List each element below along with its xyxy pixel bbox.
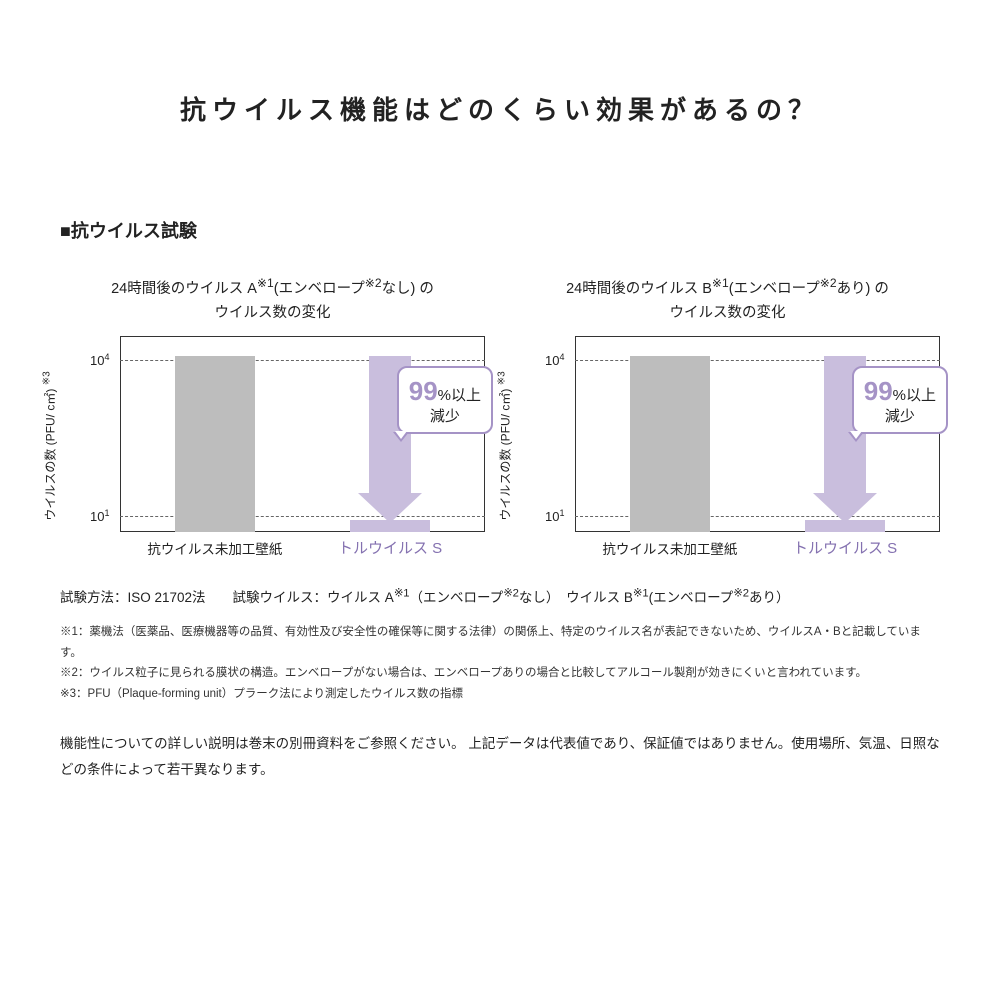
x-axis-label: トルウイルス S — [338, 537, 442, 558]
chart-frame: ウイルスの数 (PFU/ c㎡) ※3104101抗ウイルス未加工壁紙トルウイル… — [60, 336, 485, 556]
callout-value: 99 — [864, 376, 893, 406]
fine-print: ※1：薬機法（医薬品、医療機器等の品質、有効性及び安全性の確保等に関する法律）の… — [60, 622, 940, 705]
chart-bar — [175, 356, 255, 532]
down-arrow-head-icon — [813, 493, 877, 523]
callout-tail-inner-icon — [850, 431, 862, 439]
y-axis-label: ウイルスの数 (PFU/ c㎡) ※3 — [42, 371, 59, 520]
chart-block: 24時間後のウイルス A※1(エンベロープ※2なし) のウイルス数の変化ウイルス… — [60, 273, 485, 556]
fine-print-line: ※3：PFU（Plaque-forming unit）プラーク法により測定したウ… — [60, 684, 940, 705]
chart-bar — [630, 356, 710, 532]
fine-print-line: ※2：ウイルス粒子に見られる膜状の構造。エンベロープがない場合は、エンベロープあ… — [60, 663, 940, 684]
y-axis-label: ウイルスの数 (PFU/ c㎡) ※3 — [497, 371, 514, 520]
callout-value: 99 — [409, 376, 438, 406]
chart-title: 24時間後のウイルス B※1(エンベロープ※2あり) のウイルス数の変化 — [515, 273, 940, 326]
x-axis-label: 抗ウイルス未加工壁紙 — [602, 538, 737, 558]
chart-block: 24時間後のウイルス B※1(エンベロープ※2あり) のウイルス数の変化ウイルス… — [515, 273, 940, 556]
fine-print-line: ※1：薬機法（医薬品、医療機器等の品質、有効性及び安全性の確保等に関する法律）の… — [60, 622, 940, 663]
reduction-callout: 99%以上減少 — [852, 366, 948, 434]
reduction-callout: 99%以上減少 — [397, 366, 493, 434]
disclaimer: 機能性についての詳しい説明は巻末の別冊資料をご参照ください。 上記データは代表値… — [60, 731, 940, 782]
y-tick: 104 — [90, 351, 109, 367]
section-heading: ■抗ウイルス試験 — [60, 217, 940, 243]
method-line: 試験方法：ISO 21702法 試験ウイルス：ウイルス A※1（エンベロープ※2… — [60, 586, 940, 606]
y-tick: 104 — [545, 351, 564, 367]
y-tick: 101 — [545, 508, 564, 524]
charts-row: 24時間後のウイルス A※1(エンベロープ※2なし) のウイルス数の変化ウイルス… — [60, 273, 940, 556]
x-axis-label: 抗ウイルス未加工壁紙 — [147, 538, 282, 558]
callout-tail-inner-icon — [395, 431, 407, 439]
chart-title: 24時間後のウイルス A※1(エンベロープ※2なし) のウイルス数の変化 — [60, 273, 485, 326]
y-tick: 101 — [90, 508, 109, 524]
page-title: 抗ウイルス機能はどのくらい効果があるの？ — [60, 90, 940, 127]
down-arrow-head-icon — [358, 493, 422, 523]
chart-frame: ウイルスの数 (PFU/ c㎡) ※3104101抗ウイルス未加工壁紙トルウイル… — [515, 336, 940, 556]
x-axis-label: トルウイルス S — [793, 537, 897, 558]
